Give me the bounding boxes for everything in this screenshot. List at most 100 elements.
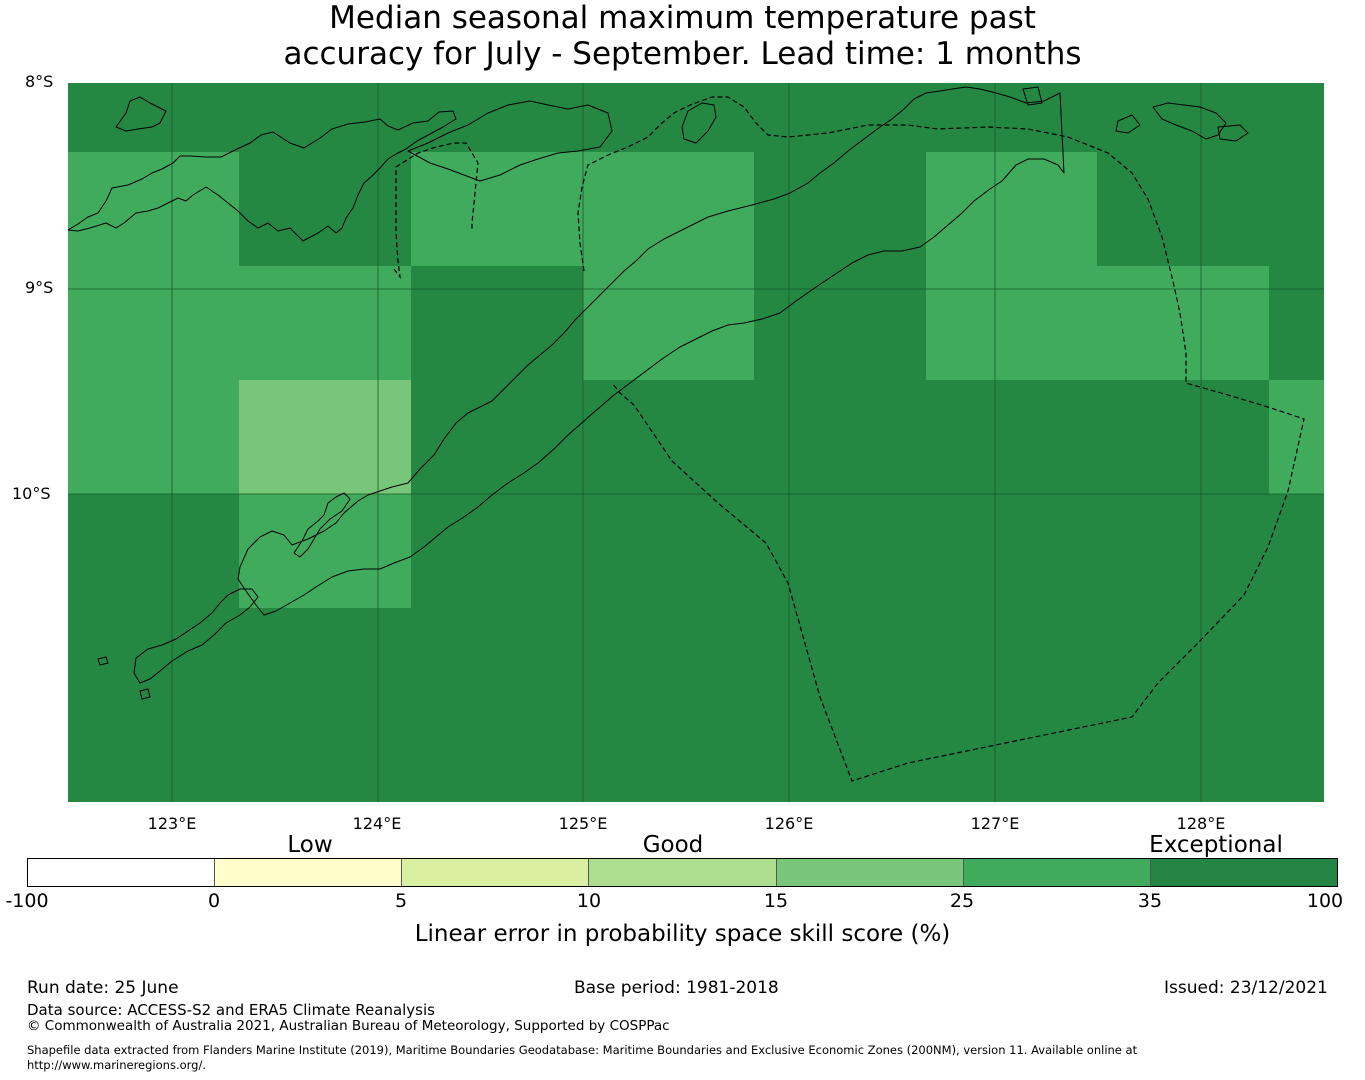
grid-cell: [1097, 494, 1269, 608]
lon-label-123e: 123°E: [147, 814, 197, 833]
grid-cell: [1269, 266, 1324, 380]
grid-cell: [754, 722, 926, 802]
grid-cell: [68, 494, 239, 608]
graticule: [68, 83, 1324, 802]
colorbar-segment: [1150, 859, 1337, 886]
colorbar-tick-35: 35: [1137, 890, 1163, 912]
coastline-wetar-islet-1: [1022, 86, 1043, 106]
grid-cell: [68, 266, 239, 380]
grid-cell: [239, 608, 411, 722]
grid-cell: [411, 152, 583, 266]
colorbar-tick-0: 0: [207, 890, 221, 912]
colorbar-tick-5: 5: [394, 890, 408, 912]
grid-cell: [926, 152, 1097, 266]
coastline-rote-islet: [139, 688, 151, 700]
colorbar-tick-25: 25: [949, 890, 975, 912]
grid-cell: [239, 266, 411, 380]
grid-cell: [1097, 266, 1269, 380]
grid-cell: [583, 722, 754, 802]
skill-grid-cells: [68, 83, 1324, 802]
grid-cell: [1097, 722, 1269, 802]
grid-cell: [583, 608, 754, 722]
coastline-wetar: [1152, 102, 1227, 140]
legend-category-low: Low: [287, 832, 333, 858]
grid-cell: [411, 83, 583, 152]
chart-title-line-1: Median seasonal maximum temperature past: [329, 0, 1036, 36]
colorbar-label: Linear error in probability space skill …: [414, 921, 951, 947]
coastline-timor: [237, 86, 1065, 616]
coastline-alor: [407, 100, 613, 182]
colorbar-segment: [402, 859, 590, 886]
coastline-wetar-islet-2: [1217, 124, 1249, 142]
grid-cell: [754, 152, 926, 266]
maritime-boundaries: [393, 96, 1305, 782]
colorbar-tick-neg100: -100: [5, 890, 49, 912]
grid-cell: [926, 266, 1097, 380]
grid-cell: [68, 722, 239, 802]
grid-cell: [239, 152, 411, 266]
coastlines: [68, 86, 1249, 700]
legend-category-good: Good: [642, 832, 704, 858]
base-period: Base period: 1981-2018: [574, 978, 779, 998]
coastline-ndao: [97, 656, 109, 666]
grid-cell: [583, 152, 754, 266]
skill-map: [68, 83, 1324, 802]
lon-label-125e: 125°E: [558, 814, 608, 833]
grid-cell: [926, 608, 1097, 722]
lat-label-10s: 10°S: [12, 484, 51, 503]
grid-cell: [583, 266, 754, 380]
grid-cell: [754, 608, 926, 722]
colorbar: [27, 858, 1338, 887]
chart-title-line-2: accuracy for July - September. Lead time…: [283, 36, 1082, 72]
grid-cell: [754, 266, 926, 380]
coastline-pantar: [115, 96, 167, 132]
data-source: Data source: ACCESS-S2 and ERA5 Climate …: [27, 1001, 435, 1019]
coastline-flores-east: [68, 110, 457, 242]
grid-cell: [926, 494, 1097, 608]
grid-cell: [1097, 608, 1269, 722]
coastline-semau: [293, 492, 351, 558]
grid-cell: [239, 722, 411, 802]
colorbar-tick-10: 10: [576, 890, 602, 912]
grid-cell: [1269, 494, 1324, 608]
lon-label-126e: 126°E: [764, 814, 814, 833]
grid-cell: [1269, 722, 1324, 802]
issued-date: Issued: 23/12/2021: [1164, 978, 1328, 998]
grid-cell: [926, 722, 1097, 802]
lon-label-124e: 124°E: [352, 814, 402, 833]
grid-cell: [68, 83, 239, 152]
grid-cell: [239, 380, 411, 494]
colorbar-segment: [963, 859, 1151, 886]
grid-cell: [1269, 152, 1324, 266]
colorbar-segment: [589, 859, 777, 886]
grid-cell: [1097, 83, 1269, 152]
grid-cell: [411, 722, 583, 802]
grid-cell: [411, 494, 583, 608]
run-date: Run date: 25 June: [27, 978, 179, 998]
legend-category-exceptional: Exceptional: [1149, 832, 1283, 858]
grid-cell: [1097, 380, 1269, 494]
colorbar-segment: [776, 859, 964, 886]
eez-boundary-east-timor-north: [577, 96, 1305, 782]
grid-cell: [1269, 608, 1324, 722]
shapefile-credit-line-2: http://www.marineregions.org/.: [27, 1058, 206, 1072]
colorbar-segment: [215, 859, 403, 886]
skill-map-svg: [68, 83, 1324, 802]
coastline-rote: [133, 588, 259, 684]
lon-label-127e: 127°E: [970, 814, 1020, 833]
grid-cell: [1269, 380, 1324, 494]
grid-cell: [1269, 83, 1324, 152]
colorbar-tick-15: 15: [763, 890, 789, 912]
grid-cell: [754, 494, 926, 608]
lat-label-8s: 8°S: [25, 72, 54, 91]
eez-boundary-oecusse: [393, 142, 479, 280]
coastline-kisar: [1115, 114, 1141, 134]
grid-cell: [926, 83, 1097, 152]
grid-cell: [411, 608, 583, 722]
lon-label-128e: 128°E: [1176, 814, 1226, 833]
grid-cell: [411, 380, 583, 494]
colorbar-segment: [28, 859, 216, 886]
grid-cell: [1097, 152, 1269, 266]
shapefile-credit-line-1: Shapefile data extracted from Flanders M…: [27, 1043, 1138, 1057]
coastline-atauro: [681, 102, 717, 144]
